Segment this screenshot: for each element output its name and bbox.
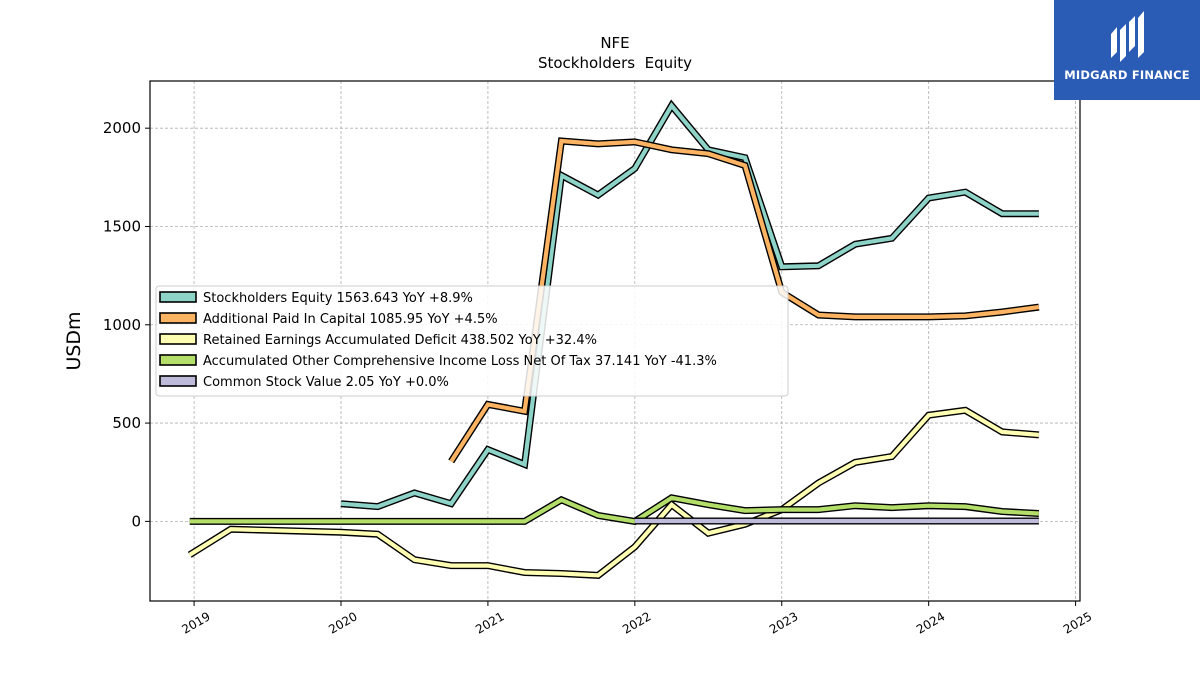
series-1 [340,99,1039,511]
legend-swatch [159,291,197,303]
legend-label: Stockholders Equity 1563.643 YoY +8.9% [203,291,473,306]
x-tick-label: 2021 [473,609,506,636]
x-tick-label: 2019 [179,609,212,636]
y-tick-label: 1000 [103,316,141,334]
y-tick-label: 1500 [103,217,141,235]
chart-title: NFE [600,34,629,52]
plot-frame [149,80,1081,602]
legend-label: Accumulated Other Comprehensive Income L… [203,354,717,369]
legend-swatch [159,333,197,345]
series-3 [187,406,1040,579]
y-tick-label: 0 [131,512,141,530]
y-tick-label: 2000 [103,119,141,137]
legend-swatch [159,312,197,324]
legend-label: Common Stock Value 2.05 YoY +0.0% [203,375,449,390]
series-layer [187,99,1040,579]
legend-label: Retained Earnings Accumulated Deficit 43… [203,333,597,348]
y-tick-label: 500 [112,414,141,432]
series-line [188,408,1040,578]
series-line [340,101,1039,509]
x-tick-label: 2025 [1061,609,1094,636]
chart-subtitle: Stockholders Equity [538,54,692,72]
x-tick-label: 2022 [620,609,653,636]
x-tick-label: 2023 [767,609,800,636]
midgard-finance-logo: MIDGARD FINANCE [1054,0,1200,100]
legend-swatch [159,375,197,387]
y-axis-label: USDm [63,311,85,370]
x-tick-label: 2020 [326,609,359,636]
legend-swatch [159,354,197,366]
legend-label: Additional Paid In Capital 1085.95 YoY +… [203,312,498,327]
logo-text: MIDGARD FINANCE [1064,68,1190,82]
series-line [189,495,1040,524]
legend: Stockholders Equity 1563.643 YoY +8.9% Ad… [155,285,789,397]
series-line [449,138,1040,463]
legend-box [155,285,789,397]
x-tick-label: 2024 [914,609,947,636]
midgard-logo-icon [1111,11,1144,62]
series-4 [189,494,1040,526]
series-2 [448,137,1040,464]
